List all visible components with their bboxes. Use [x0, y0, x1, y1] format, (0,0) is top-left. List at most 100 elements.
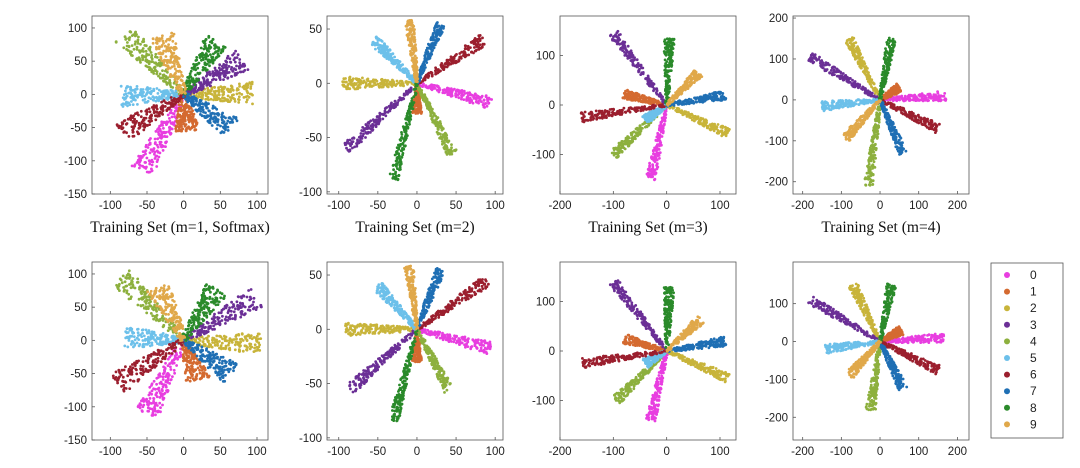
data-point: [231, 53, 235, 57]
data-point: [201, 97, 204, 100]
data-point: [168, 92, 172, 96]
data-point: [377, 43, 381, 47]
data-point: [212, 90, 216, 93]
data-point: [217, 112, 221, 116]
data-point: [630, 54, 634, 58]
data-point: [651, 175, 654, 179]
data-point: [351, 83, 355, 86]
data-point: [161, 104, 165, 108]
data-point: [241, 70, 245, 74]
data-point: [174, 129, 178, 133]
data-point: [125, 131, 128, 135]
data-point: [211, 61, 215, 65]
data-point: [403, 144, 407, 148]
data-point: [160, 121, 164, 125]
data-point: [161, 34, 164, 38]
data-point: [202, 47, 206, 51]
data-point: [130, 164, 134, 168]
data-point: [406, 111, 409, 115]
data-point: [138, 126, 141, 130]
data-point: [232, 116, 236, 119]
data-point: [208, 73, 212, 77]
data-point: [440, 137, 444, 141]
data-point: [451, 56, 455, 59]
data-point: [610, 114, 614, 118]
data-point: [699, 119, 702, 122]
data-point: [179, 120, 183, 124]
data-point: [203, 42, 207, 46]
panel-caption: Training Set (m=2): [355, 219, 474, 236]
data-point: [123, 35, 127, 39]
data-point: [663, 40, 666, 43]
data-point: [177, 99, 181, 103]
data-point: [151, 41, 155, 45]
data-point: [130, 125, 134, 129]
data-point: [374, 42, 378, 46]
data-point: [207, 44, 211, 47]
data-point: [145, 156, 149, 160]
data-point: [217, 86, 220, 90]
data-point: [649, 172, 653, 176]
data-point: [648, 117, 652, 121]
data-point: [726, 126, 729, 130]
data-point: [441, 64, 445, 67]
data-point: [208, 117, 212, 121]
data-point: [419, 90, 423, 94]
data-point: [614, 33, 617, 37]
data-point: [178, 128, 181, 132]
data-point: [631, 93, 635, 96]
data-point: [615, 152, 619, 155]
data-point: [217, 66, 221, 70]
data-point: [487, 101, 491, 105]
data-point: [629, 90, 633, 94]
data-point: [247, 95, 251, 99]
data-point: [164, 130, 168, 134]
data-point: [637, 93, 641, 96]
data-point: [211, 117, 215, 121]
data-point: [411, 52, 415, 56]
data-point: [218, 74, 222, 77]
data-point: [225, 122, 229, 125]
data-point: [482, 98, 486, 102]
data-point: [345, 146, 348, 150]
data-point: [377, 37, 381, 41]
data-point: [158, 129, 162, 132]
data-point: [655, 87, 659, 90]
data-point: [217, 90, 221, 94]
series-class-2: [182, 80, 254, 106]
data-point: [169, 46, 173, 49]
data-point: [408, 32, 411, 36]
data-point: [143, 94, 147, 98]
data-point: [173, 100, 177, 103]
data-point: [137, 163, 141, 166]
data-point: [659, 141, 663, 145]
data-point: [363, 85, 367, 89]
data-point: [472, 51, 475, 55]
data-point: [213, 85, 216, 89]
data-point: [412, 50, 416, 53]
data-point: [220, 99, 224, 103]
data-point: [588, 112, 592, 116]
data-point: [198, 72, 201, 75]
data-point: [137, 49, 141, 52]
data-point: [245, 98, 249, 102]
data-point: [174, 71, 177, 75]
data-point: [637, 97, 640, 101]
data-point: [383, 78, 387, 82]
data-point: [417, 88, 421, 92]
data-point: [479, 46, 483, 50]
data-point: [130, 100, 133, 103]
data-point: [129, 116, 133, 119]
data-point: [205, 73, 209, 76]
data-point: [472, 40, 476, 43]
data-point: [174, 94, 178, 97]
data-point: [422, 69, 425, 73]
data-point: [209, 59, 213, 62]
data-point: [708, 92, 712, 96]
data-point: [127, 91, 131, 95]
data-point: [190, 111, 194, 115]
data-point: [177, 85, 181, 89]
data-point: [187, 98, 191, 101]
data-point: [719, 125, 723, 129]
